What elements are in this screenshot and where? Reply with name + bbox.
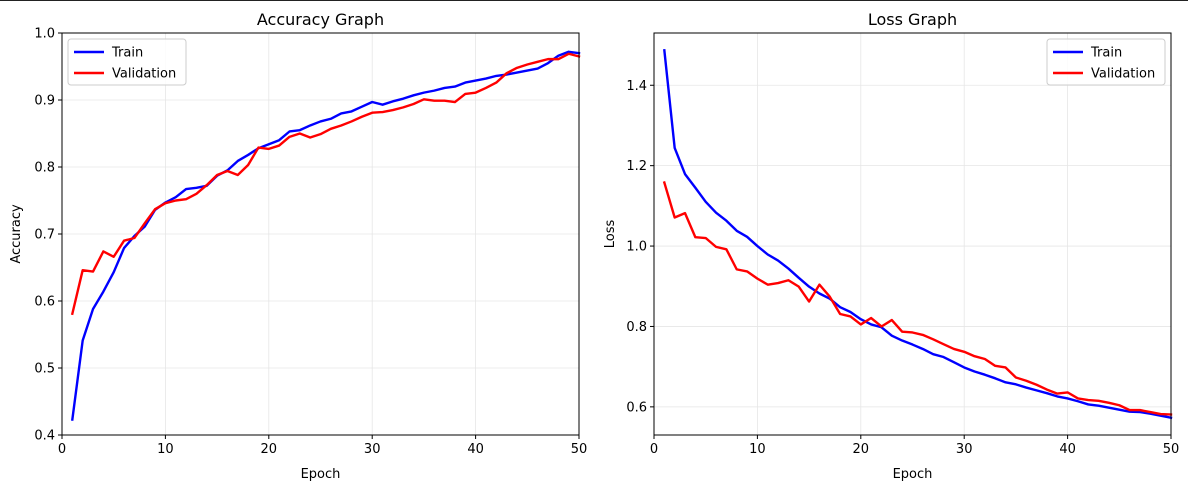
y-tick-label: 1.0 <box>626 240 647 255</box>
y-tick-label: 0.6 <box>626 400 647 415</box>
x-tick-label: 20 <box>853 442 870 457</box>
legend-label-validation: Validation <box>1091 67 1155 82</box>
chart-title: Loss Graph <box>868 10 957 29</box>
legend-label-validation: Validation <box>112 67 176 82</box>
x-tick-label: 30 <box>956 442 973 457</box>
y-tick-label: 0.5 <box>34 362 55 377</box>
y-tick-label: 0.8 <box>626 320 647 335</box>
y-tick-label: 1.2 <box>626 159 647 174</box>
x-axis-label: Epoch <box>301 467 341 482</box>
x-tick-label: 40 <box>1059 442 1076 457</box>
legend: Train Validation <box>1046 38 1166 86</box>
x-axis-label: Epoch <box>893 467 933 482</box>
y-axis-label: Accuracy <box>9 204 24 264</box>
x-tick-label: 20 <box>261 442 278 457</box>
x-tick-label: 50 <box>1163 442 1180 457</box>
y-tick-label: 1.4 <box>626 79 647 94</box>
chart-0: 0 10 20 30 40 50 0.4 0.5 0.6 0.7 0.8 0.9 1.0 Accuracy… <box>9 10 587 482</box>
y-tick-label: 0.6 <box>34 295 55 310</box>
y-axis-label: Loss <box>603 220 618 249</box>
legend: Train Validation <box>67 38 187 86</box>
series-line-validation <box>662 181 1173 416</box>
y-tick-label: 0.7 <box>34 228 55 243</box>
series-line-validation <box>70 52 581 316</box>
series-line-train <box>663 48 1173 420</box>
x-tick-label: 50 <box>571 442 588 457</box>
plot-frame <box>653 32 1172 436</box>
x-tick-label: 10 <box>749 442 766 457</box>
series-line-train <box>70 50 581 421</box>
legend-label-train: Train <box>1090 46 1122 61</box>
x-tick-label: 40 <box>467 442 484 457</box>
y-tick-label: 1.0 <box>34 27 55 42</box>
x-tick-label: 0 <box>650 442 658 457</box>
chart-1: 0 10 20 30 40 50 0.6 0.8 1.0 1.2 1.4 Loss Graph Epoc… <box>603 10 1179 482</box>
legend-label-train: Train <box>111 46 143 61</box>
y-tick-label: 0.4 <box>34 429 55 444</box>
x-tick-label: 10 <box>157 442 174 457</box>
chart-title: Accuracy Graph <box>257 10 384 29</box>
y-tick-label: 0.9 <box>34 94 55 109</box>
x-tick-label: 0 <box>58 442 66 457</box>
y-tick-label: 0.8 <box>34 161 55 176</box>
window-top-border <box>0 0 1188 1</box>
x-tick-label: 30 <box>364 442 381 457</box>
